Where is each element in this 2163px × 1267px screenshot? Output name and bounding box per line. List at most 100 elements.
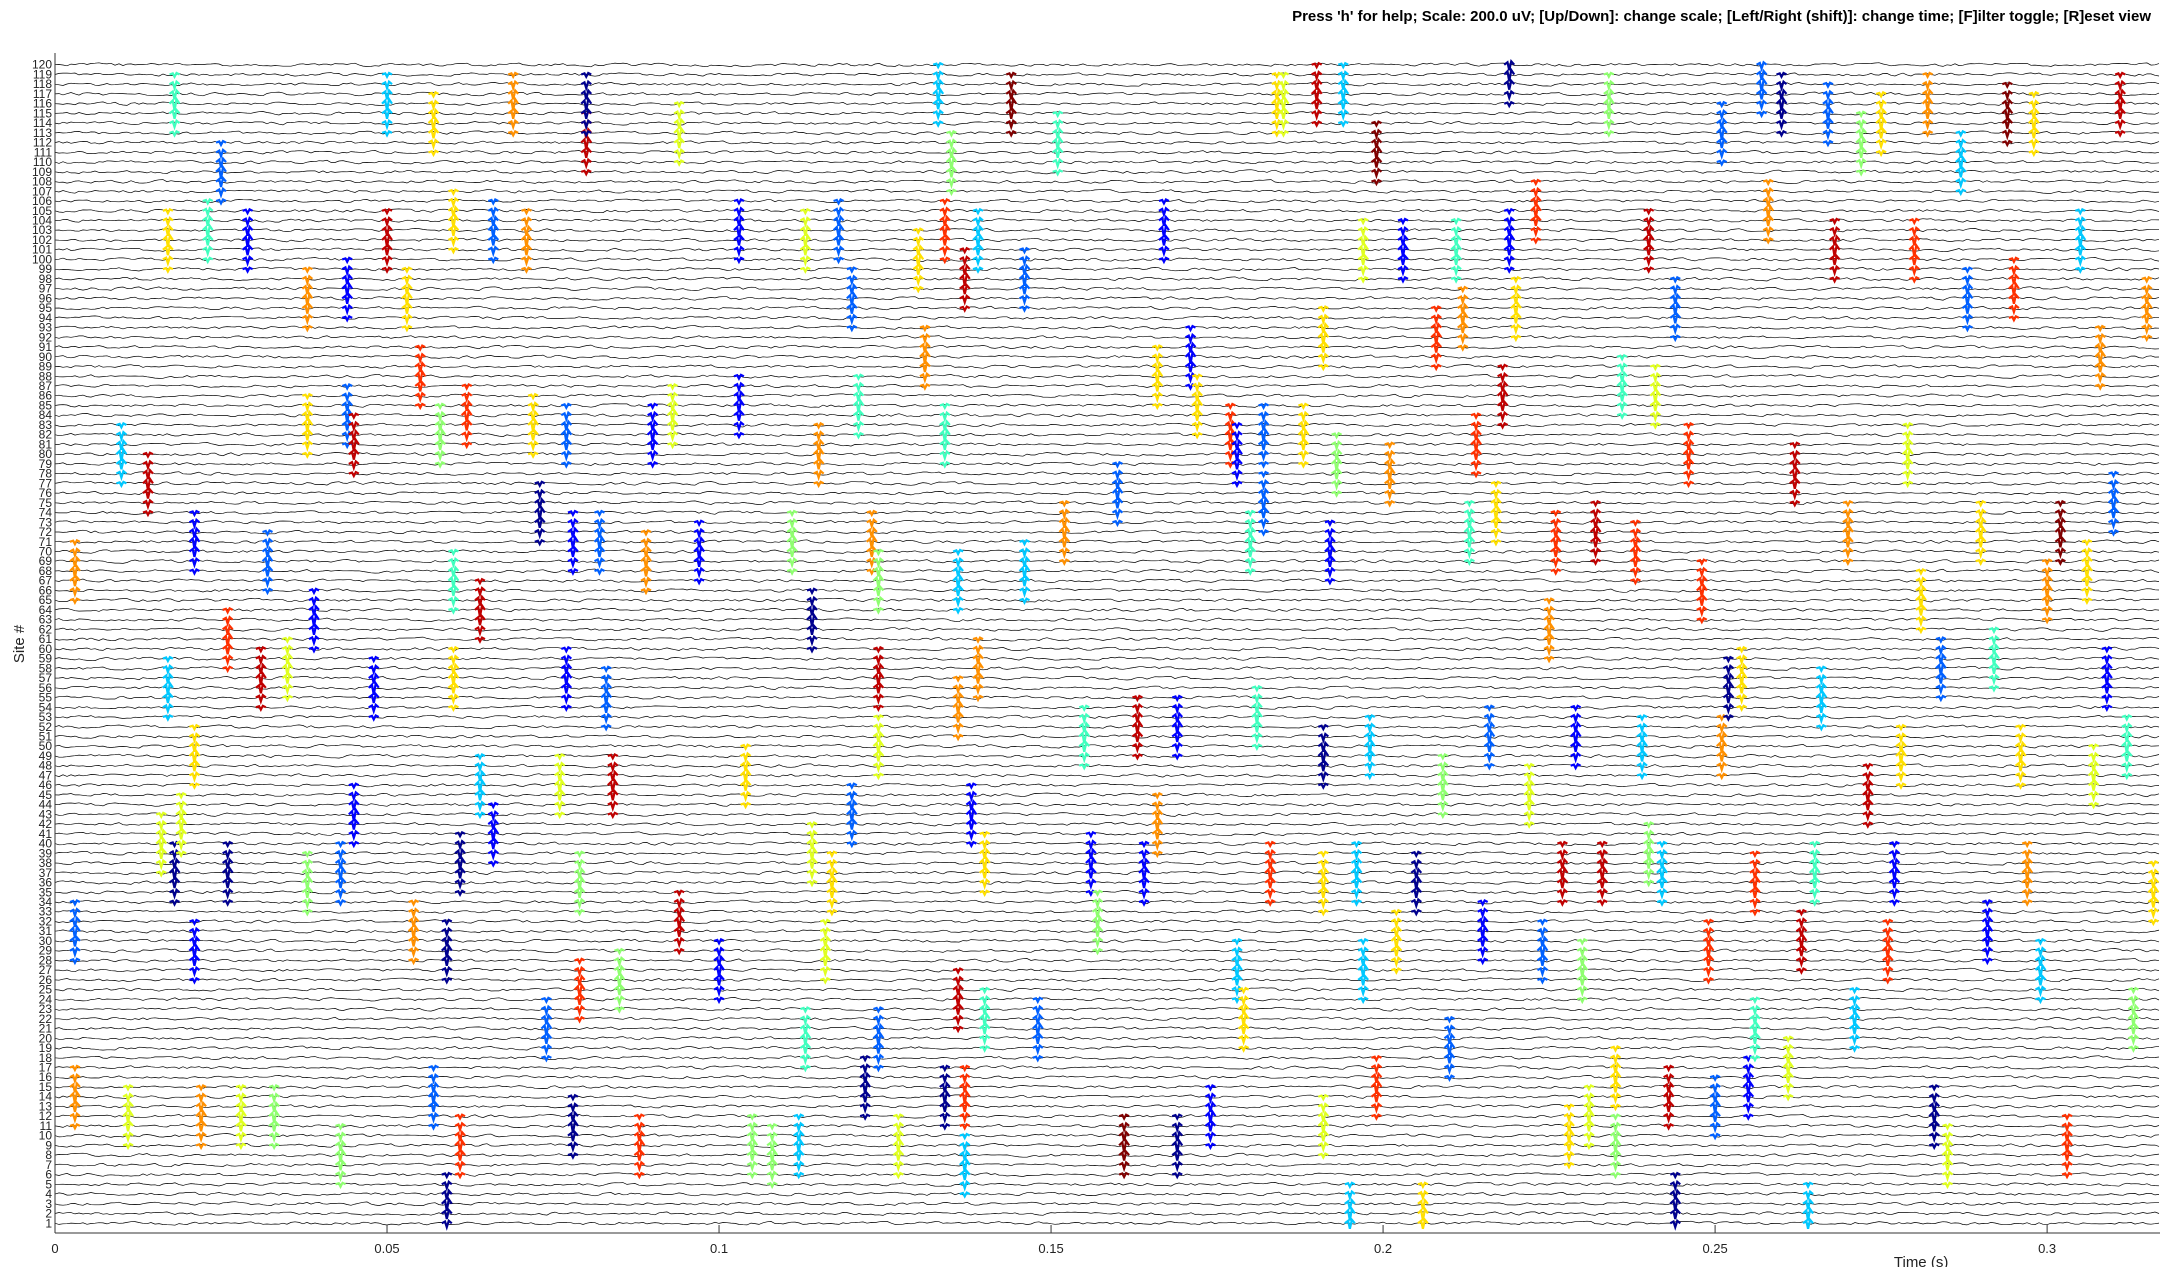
spike-waveform [633,1149,646,1161]
spike-80 [673,889,686,956]
site-trace-59 [54,656,2160,661]
spike-waveform [1756,110,1768,119]
spike-waveform [1556,848,1569,861]
spike-waveform [1443,1063,1456,1076]
spike-waveform [1609,1138,1622,1153]
spike-255 [1955,129,1967,197]
spike-waveform [1935,652,1947,665]
spike-160 [1317,305,1330,372]
spike-waveform [2121,772,2133,781]
spike-waveform [1005,88,1018,100]
spike-waveform [1922,79,1934,92]
spike-waveform [2128,1045,2139,1053]
spike-waveform [1496,380,1509,392]
spike-waveform [2128,986,2139,995]
spike-149 [1231,421,1243,489]
spike-waveform [972,683,984,696]
spike-waveform [846,782,858,790]
spike-waveform [1855,127,1868,139]
spike-waveform [1503,58,1516,71]
spike-waveform [281,683,294,696]
spike-waveform [381,129,393,138]
spike-waveform [1569,740,1582,752]
spike-waveform [1603,129,1615,138]
spike-waveform [1370,1071,1383,1083]
spike-waveform [407,923,420,939]
spike-waveform [1543,613,1555,626]
spike-229 [1755,60,1768,119]
spike-125 [978,830,991,897]
spike-waveform [1789,488,1801,501]
spike-waveform [222,606,234,615]
spike-waveform [573,974,586,986]
spike-waveform [1391,967,1402,975]
spike-waveform [952,967,964,975]
spike-waveform [1609,1149,1622,1161]
spike-waveform [713,996,725,1005]
spike-waveform [487,810,499,823]
spike-waveform [162,224,174,236]
spike-waveform [1510,323,1522,336]
spike-waveform [1397,217,1409,226]
spike-waveform [594,556,606,569]
spike-waveform [401,291,413,306]
spike-waveform [567,534,579,549]
spike-waveform [554,800,566,813]
spike-waveform [832,214,845,227]
spike-waveform [115,430,128,443]
spike-waveform [520,255,533,267]
spike-waveform [852,398,865,413]
spike-waveform [1251,701,1263,713]
spike-194 [1530,178,1542,245]
spike-waveform [1915,576,1927,589]
spike-waveform [1238,1033,1250,1046]
spike-waveform [1018,294,1031,307]
spike-waveform [2041,574,2053,587]
spike-waveform [1171,1160,1183,1173]
site-trace-75 [54,500,2160,506]
spike-waveform [1370,136,1383,149]
site-trace-77 [54,481,2160,486]
spike-waveform [574,897,586,910]
spike-waveform [1437,789,1449,801]
spike-waveform [852,409,865,421]
spike-waveform [952,983,964,996]
spike-waveform [1669,1207,1682,1220]
spike-waveform [1171,1129,1184,1142]
spike-waveform [1317,305,1329,313]
spike-waveform [1935,694,1947,703]
spike-waveform [560,645,572,654]
spike-100 [852,373,865,440]
spike-waveform [155,811,167,820]
spike-191 [1503,58,1516,109]
spike-waveform [1862,821,1874,829]
spike-waveform [1078,751,1090,764]
spike-waveform [1118,1171,1130,1180]
spike-waveform [859,1079,872,1095]
spike-waveform [1530,195,1542,207]
spike-waveform [301,875,314,890]
site-trace-23 [54,1006,2160,1012]
spike-225 [1735,645,1748,712]
spike-waveform [826,866,838,879]
spike-waveform [939,1072,951,1085]
spike-waveform [1151,839,1164,852]
spike-waveform [607,769,619,782]
spike-waveform [1550,568,1562,576]
spike-waveform [2147,896,2160,908]
spike-waveform [1463,516,1476,528]
spike-waveform [201,222,214,238]
spike-waveform [1410,850,1422,859]
spike-waveform [1862,798,1874,811]
spike-waveform [1881,943,1894,958]
spike-waveform [202,214,214,227]
spike-waveform [162,664,174,676]
spike-waveform [1848,1011,1861,1026]
spike-waveform [2054,535,2067,548]
spike-waveform [1749,866,1761,879]
spike-waveform [1822,117,1834,129]
spike-waveform [1643,266,1655,274]
spike-waveform [215,198,227,206]
spike-waveform [2001,106,2014,121]
